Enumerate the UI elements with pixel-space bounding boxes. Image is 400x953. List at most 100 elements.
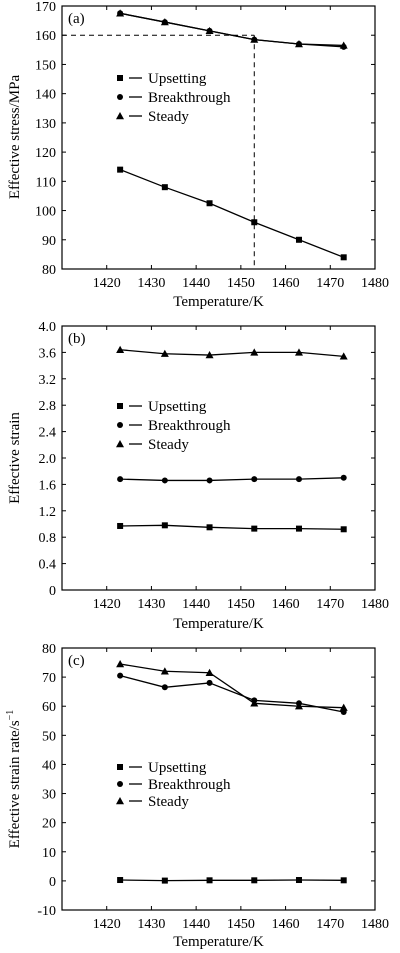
y-tick-label: 100 (35, 205, 56, 220)
data-point-steady (339, 352, 348, 360)
y-tick-label: 10 (42, 846, 56, 861)
y-tick-label: 90 (42, 234, 56, 249)
data-point-upsetting (295, 525, 302, 532)
data-point-steady (339, 41, 348, 49)
legend-marker-breakthrough (117, 422, 123, 428)
y-tick-label: 0.8 (39, 531, 57, 546)
legend-marker-breakthrough (117, 94, 123, 100)
series-line-upsetting (120, 524, 344, 530)
data-point-steady (250, 35, 259, 43)
x-tick-label: 1420 (93, 276, 121, 291)
panel-b-label: (b) (68, 331, 86, 347)
data-point-upsetting (161, 184, 168, 191)
x-tick-label: 1470 (316, 276, 344, 291)
data-point-steady (294, 39, 303, 48)
data-point-steady (160, 667, 169, 675)
data-point-steady (250, 348, 259, 356)
panel-b-x-axis-title: Temperature/K (173, 616, 264, 632)
legend-label-steady: Steady (148, 794, 189, 810)
y-tick-label: 120 (35, 146, 56, 161)
panel-c: 1420 1430 1440 1450 1460 1470 1480 -10 0 10 20 30 40… (5, 642, 389, 950)
data-point-upsetting (251, 525, 258, 532)
y-tick-label: 0 (49, 584, 56, 599)
y-tick-label: 30 (42, 788, 56, 803)
legend-label-upsetting: Upsetting (148, 71, 207, 87)
y-tick-label: 1.2 (39, 505, 57, 520)
panel-c-ticks: 1420 1430 1440 1450 1460 1470 1480 -10 0 10 20 30 40… (37, 642, 389, 932)
panel-b-y-axis-title: Effective strain (7, 412, 23, 504)
data-point-breakthrough (340, 474, 347, 481)
data-point-upsetting (206, 200, 213, 207)
y-tick-label: 70 (42, 671, 56, 686)
y-tick-label: 0 (49, 875, 56, 890)
panel-c-x-axis-title: Temperature/K (173, 934, 264, 950)
series-line-breakthrough (120, 12, 344, 48)
legend-label-steady: Steady (148, 437, 189, 453)
legend-marker-steady (116, 112, 124, 120)
legend-marker-upsetting (117, 75, 123, 81)
x-tick-label: 1450 (227, 917, 255, 932)
y-tick-label: 4.0 (39, 320, 57, 335)
y-tick-label: 80 (42, 263, 56, 278)
y-tick-label: 1.6 (39, 478, 57, 493)
data-point-breakthrough (161, 477, 168, 484)
data-point-upsetting (117, 166, 124, 173)
data-point-steady (294, 702, 303, 710)
x-tick-label: 1430 (137, 597, 165, 612)
data-point-breakthrough (206, 477, 213, 484)
x-tick-label: 1420 (93, 917, 121, 932)
panel-a-y-axis-title: Effective stress/MPa (7, 75, 23, 200)
y-tick-label: -10 (37, 904, 56, 919)
x-tick-label: 1450 (227, 276, 255, 291)
y-tick-label: 80 (42, 642, 56, 657)
data-point-steady (339, 703, 348, 711)
y-tick-label: 140 (35, 88, 56, 103)
x-tick-label: 1440 (182, 597, 210, 612)
data-point-steady (205, 351, 214, 359)
data-point-steady (205, 668, 214, 676)
x-tick-label: 1430 (137, 276, 165, 291)
x-tick-label: 1470 (316, 917, 344, 932)
data-point-upsetting (206, 524, 213, 531)
panel-b-legend: Upsetting Breakthrough Steady (116, 399, 231, 453)
data-point-upsetting (340, 526, 347, 533)
x-tick-label: 1480 (361, 597, 389, 612)
panel-c-y-axis-title: Effective strain rate/s−1 (5, 710, 23, 849)
x-tick-label: 1450 (227, 597, 255, 612)
x-tick-label: 1430 (137, 917, 165, 932)
y-tick-label: 2.0 (39, 452, 57, 467)
data-point-steady (160, 18, 169, 26)
data-point-upsetting (340, 877, 347, 884)
data-point-steady (205, 26, 214, 35)
panel-a-x-axis-title: Temperature/K (173, 294, 264, 310)
y-tick-label: 20 (42, 817, 56, 832)
series-line-upsetting (119, 169, 344, 258)
panel-c-y-axis-title-superscript: −1 (5, 710, 16, 721)
panel-a-reference-lines (62, 34, 255, 269)
panel-a: 1420 1430 1440 1450 1460 1470 1480 80 90 100 110 12… (7, 0, 389, 310)
panel-c-label: (c) (68, 653, 85, 669)
legend-label-breakthrough: Breakthrough (148, 90, 231, 106)
x-tick-label: 1460 (272, 597, 300, 612)
legend-label-steady: Steady (148, 109, 189, 125)
data-point-breakthrough (117, 672, 124, 679)
panel-c-frame (61, 647, 376, 911)
x-tick-label: 1460 (272, 917, 300, 932)
data-point-upsetting (206, 877, 213, 884)
data-point-steady (116, 9, 125, 17)
data-point-upsetting (161, 522, 168, 529)
panel-a-ticks: 1420 1430 1440 1450 1460 1470 1480 80 90 100 110 12… (35, 0, 389, 291)
data-point-upsetting (340, 254, 347, 261)
legend-marker-upsetting (117, 764, 123, 770)
x-tick-label: 1440 (182, 917, 210, 932)
data-point-upsetting (117, 877, 124, 884)
panel-b: 1420 1430 1440 1450 1460 1470 1480 0 0.4 0.8 1.2 1.… (7, 320, 389, 632)
data-point-breakthrough (161, 684, 168, 691)
y-tick-label: 2.4 (39, 426, 57, 441)
y-tick-label: 150 (35, 58, 56, 73)
legend-label-upsetting: Upsetting (148, 760, 207, 776)
y-tick-label: 3.6 (39, 346, 57, 361)
y-tick-label: 130 (35, 117, 56, 132)
y-tick-label: 40 (42, 758, 56, 773)
x-tick-label: 1460 (272, 276, 300, 291)
